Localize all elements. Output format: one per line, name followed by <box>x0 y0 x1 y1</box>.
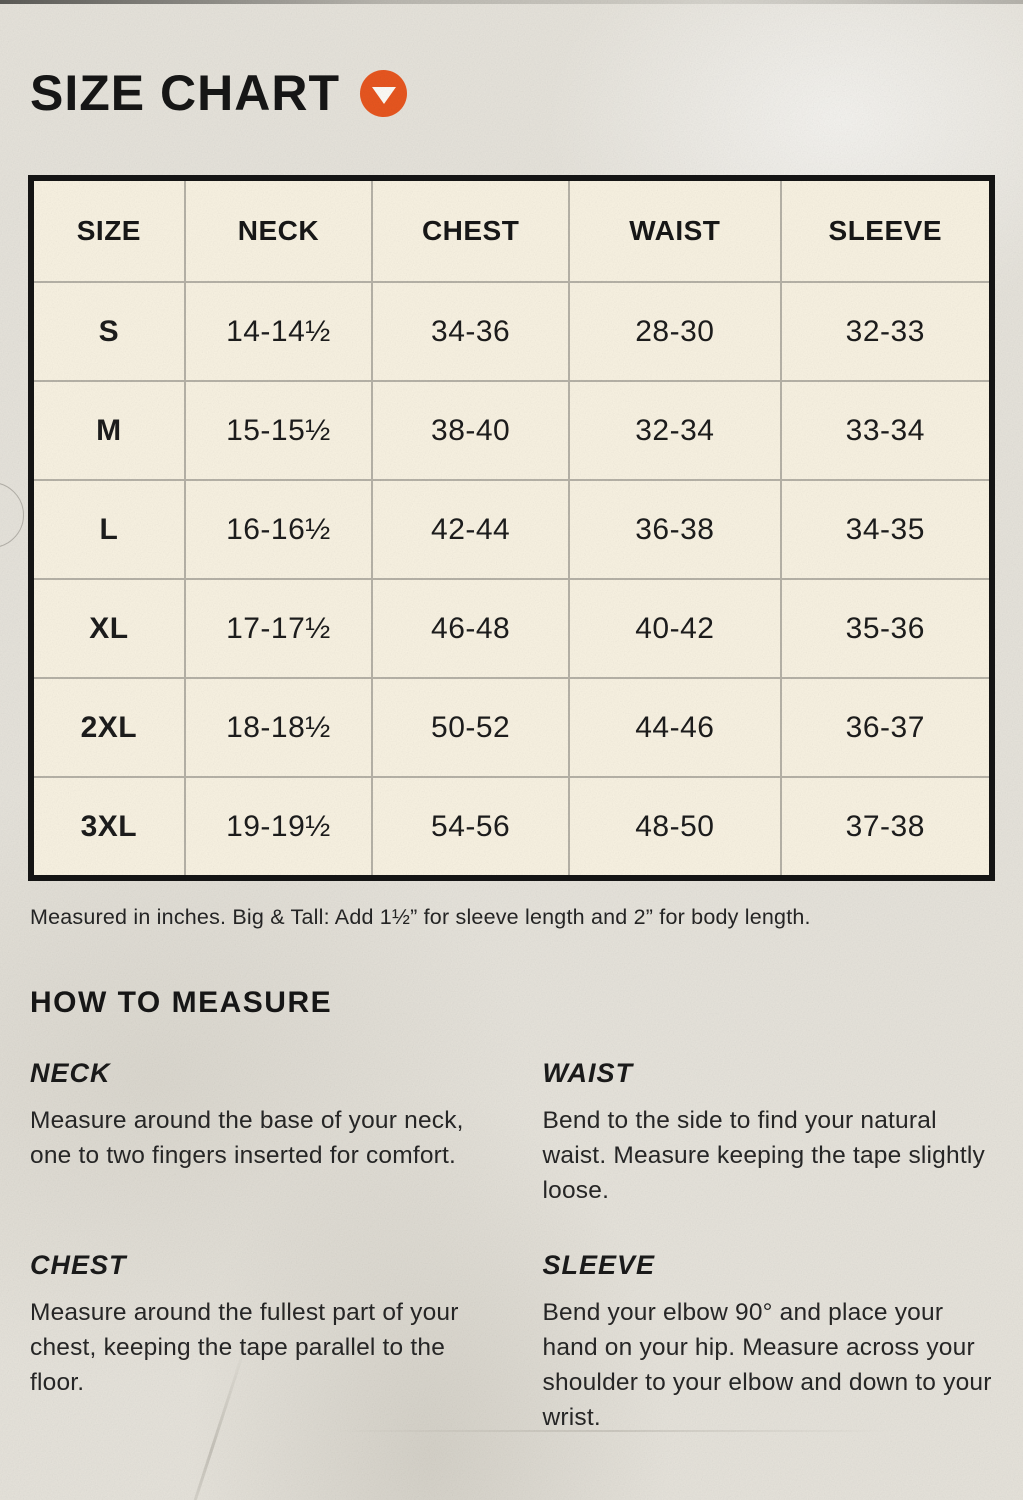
measure-section-neck: NECK Measure around the base of your nec… <box>30 1058 481 1208</box>
column-header-neck: NECK <box>183 177 374 283</box>
table-row: XL 17-17½ 46-48 40-42 35-36 <box>30 578 994 679</box>
measure-section-title: SLEEVE <box>542 1250 656 1280</box>
cell-waist: 36-38 <box>568 479 782 580</box>
column-header-waist: WAIST <box>568 177 782 283</box>
cell-chest: 42-44 <box>371 479 571 580</box>
measure-section-title: WAIST <box>542 1058 633 1088</box>
cell-neck: 18-18½ <box>183 677 374 778</box>
cell-sleeve: 32-33 <box>779 281 994 382</box>
paper-crease-mark <box>0 482 24 548</box>
cell-size: L <box>30 479 186 580</box>
column-header-sleeve: SLEEVE <box>779 177 994 283</box>
cell-size: XL <box>30 578 186 679</box>
cell-neck: 17-17½ <box>183 578 374 679</box>
measure-section-title: NECK <box>30 1058 111 1088</box>
cell-neck: 16-16½ <box>183 479 374 580</box>
cell-neck: 15-15½ <box>183 380 374 481</box>
table-row: S 14-14½ 34-36 28-30 32-33 <box>30 281 994 382</box>
cell-chest: 34-36 <box>371 281 571 382</box>
cell-waist: 44-46 <box>568 677 782 778</box>
cell-size: S <box>30 281 186 382</box>
measure-section-text: Measure around the base of your neck, on… <box>30 1107 464 1169</box>
measure-section-text: Bend to the side to find your natural wa… <box>542 1107 985 1204</box>
table-row: 2XL 18-18½ 50-52 44-46 36-37 <box>30 677 994 778</box>
cell-neck: 19-19½ <box>183 776 374 879</box>
cell-chest: 46-48 <box>371 578 571 679</box>
paper-crease-line <box>330 1430 890 1432</box>
measure-section-chest: CHEST Measure around the fullest part of… <box>30 1250 481 1435</box>
size-table: SIZE NECK CHEST WAIST SLEEVE S 14-14½ 34… <box>28 175 995 881</box>
measure-section-waist: WAIST Bend to the side to find your natu… <box>543 1058 994 1208</box>
table-header-row: SIZE NECK CHEST WAIST SLEEVE <box>30 177 994 283</box>
paper-edge-shadow <box>0 0 1023 4</box>
how-to-measure-grid: NECK Measure around the base of your nec… <box>30 1058 993 1435</box>
measurement-note: Measured in inches. Big & Tall: Add 1½” … <box>30 905 811 929</box>
table-row: 3XL 19-19½ 54-56 48-50 37-38 <box>30 776 994 879</box>
cell-waist: 32-34 <box>568 380 782 481</box>
cell-waist: 28-30 <box>568 281 782 382</box>
table-row: L 16-16½ 42-44 36-38 34-35 <box>30 479 994 580</box>
measure-section-text: Measure around the fullest part of your … <box>30 1299 459 1396</box>
cell-chest: 38-40 <box>371 380 571 481</box>
cell-sleeve: 33-34 <box>779 380 994 481</box>
chevron-down-icon[interactable] <box>360 69 407 117</box>
cell-waist: 48-50 <box>568 776 782 879</box>
cell-chest: 50-52 <box>371 677 571 778</box>
how-to-measure-heading: HOW TO MEASURE <box>30 986 333 1019</box>
page-header: SIZE CHART <box>0 0 1023 118</box>
page-title: SIZE CHART <box>30 65 340 121</box>
cell-sleeve: 35-36 <box>779 578 994 679</box>
measure-section-text: Bend your elbow 90° and place your hand … <box>542 1299 992 1431</box>
cell-size: 2XL <box>30 677 186 778</box>
cell-size: 3XL <box>30 776 186 879</box>
column-header-size: SIZE <box>30 177 186 283</box>
measure-section-title: CHEST <box>30 1250 127 1280</box>
cell-sleeve: 37-38 <box>779 776 994 879</box>
chevron-down-triangle <box>371 87 396 104</box>
measure-section-sleeve: SLEEVE Bend your elbow 90° and place you… <box>543 1250 994 1435</box>
cell-sleeve: 36-37 <box>779 677 994 778</box>
cell-sleeve: 34-35 <box>779 479 994 580</box>
cell-waist: 40-42 <box>568 578 782 679</box>
cell-chest: 54-56 <box>371 776 571 879</box>
cell-size: M <box>30 380 186 481</box>
table-row: M 15-15½ 38-40 32-34 33-34 <box>30 380 994 481</box>
cell-neck: 14-14½ <box>183 281 374 382</box>
column-header-chest: CHEST <box>371 177 571 283</box>
